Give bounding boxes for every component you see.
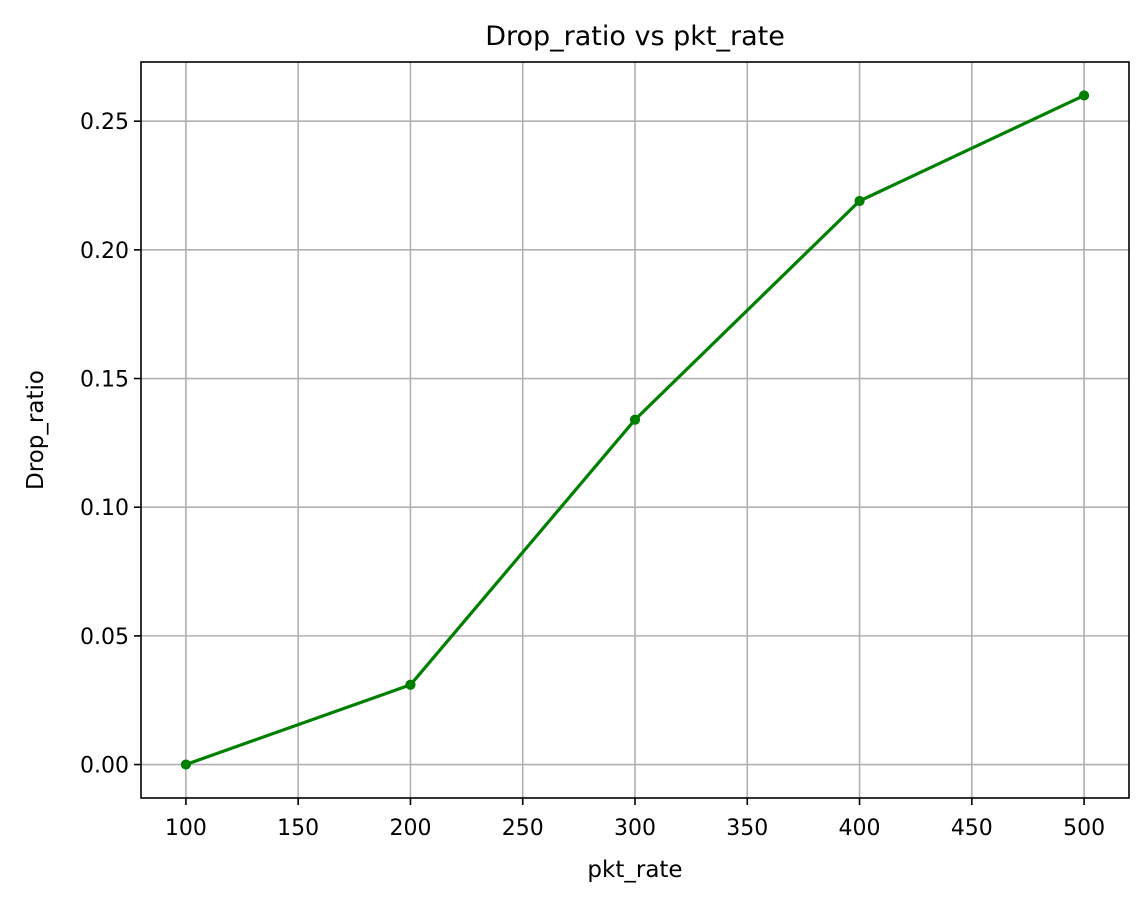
y-tick-label: 0.15 (80, 368, 129, 393)
x-tick-label: 500 (1063, 816, 1105, 841)
chart-title: Drop_ratio vs pkt_rate (485, 21, 785, 52)
data-point (629, 414, 641, 425)
y-axis-label: Drop_ratio (23, 370, 49, 490)
y-tick-label: 0.20 (80, 239, 129, 264)
x-tick-label: 400 (839, 816, 881, 841)
x-tick-label: 200 (389, 816, 431, 841)
data-point (854, 195, 865, 207)
series-layer (180, 90, 1090, 770)
y-tick-label: 0.10 (80, 496, 129, 521)
x-tick-label: 100 (165, 816, 207, 841)
x-tick-label: 150 (277, 816, 319, 841)
x-axis-label: pkt_rate (587, 857, 682, 883)
x-tick-label: 350 (726, 816, 768, 841)
x-tick-label: 300 (614, 816, 656, 841)
y-tick-label: 0.05 (80, 625, 129, 650)
x-axis-ticks: 100 150 200 250 300 350 400 450 500 (165, 798, 1105, 841)
data-point (1078, 90, 1090, 101)
y-tick-label: 0.00 (80, 754, 129, 779)
data-point (180, 759, 192, 770)
x-tick-label: 250 (502, 816, 544, 841)
y-tick-label: 0.25 (80, 110, 129, 135)
x-tick-label: 450 (951, 816, 993, 841)
y-axis-ticks: 0.00 0.05 0.10 0.15 0.20 0.25 (80, 110, 141, 779)
grid-lines (141, 62, 1129, 798)
data-point (405, 679, 416, 690)
